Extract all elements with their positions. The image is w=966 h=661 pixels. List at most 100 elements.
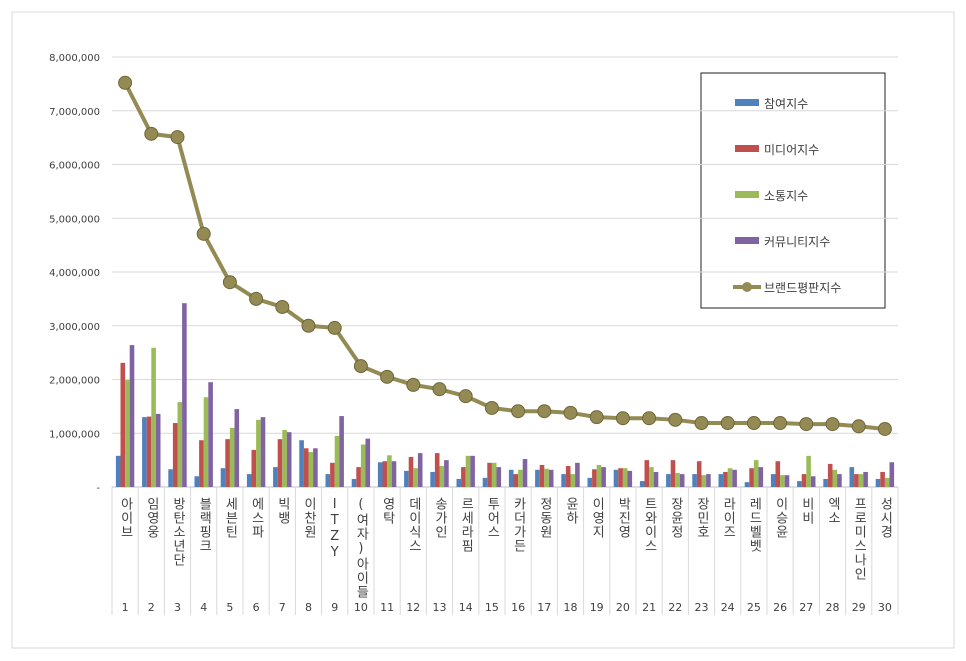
bar bbox=[837, 474, 842, 487]
y-tick-label: 4,000,000 bbox=[49, 268, 100, 279]
line-marker bbox=[118, 75, 133, 90]
rank-label: 1 bbox=[122, 601, 129, 614]
bar bbox=[334, 435, 340, 487]
rank-label: 10 bbox=[354, 601, 368, 614]
line-marker bbox=[222, 275, 237, 290]
bar bbox=[744, 482, 750, 487]
bar bbox=[461, 467, 466, 487]
y-tick-label: - bbox=[96, 483, 100, 494]
bar bbox=[142, 417, 147, 487]
line-marker bbox=[720, 416, 735, 431]
bar bbox=[810, 476, 816, 487]
line-marker bbox=[144, 126, 159, 141]
line-marker bbox=[589, 410, 604, 425]
bar bbox=[456, 478, 462, 487]
bar bbox=[470, 455, 475, 487]
bar bbox=[282, 430, 287, 487]
category-name: 에스파 bbox=[249, 497, 264, 539]
bar bbox=[539, 464, 545, 487]
category-name: 성시경 bbox=[877, 497, 892, 539]
rank-label: 16 bbox=[511, 601, 525, 614]
y-tick-label: 2,000,000 bbox=[49, 376, 100, 387]
bar bbox=[146, 416, 152, 487]
line-marker bbox=[380, 369, 395, 384]
bar bbox=[670, 460, 676, 487]
bar bbox=[199, 440, 204, 487]
rank-label: 18 bbox=[564, 601, 578, 614]
rank-label: 24 bbox=[721, 601, 735, 614]
bar bbox=[570, 474, 576, 487]
line-marker bbox=[668, 412, 683, 427]
bar bbox=[832, 469, 838, 487]
bar bbox=[692, 474, 697, 487]
category-name: 프로미스나인 bbox=[851, 497, 866, 581]
bar bbox=[806, 455, 811, 487]
rank-label: 4 bbox=[200, 601, 207, 614]
bar bbox=[644, 460, 650, 487]
bar bbox=[491, 462, 497, 487]
bar bbox=[155, 413, 161, 487]
line-marker bbox=[642, 411, 657, 426]
bar bbox=[613, 469, 619, 487]
category-name: 데이식스 bbox=[406, 497, 421, 553]
bar bbox=[622, 468, 628, 487]
bar bbox=[535, 469, 540, 487]
rank-label: 20 bbox=[616, 601, 630, 614]
bar bbox=[177, 402, 183, 487]
bar bbox=[387, 455, 392, 487]
category-name: 이찬원 bbox=[301, 497, 316, 539]
category-name: (여자)아이들 bbox=[353, 497, 368, 599]
category-name: 카더가든 bbox=[511, 497, 526, 553]
line-marker bbox=[799, 417, 814, 432]
bar bbox=[365, 438, 371, 487]
y-tick-label: 7,000,000 bbox=[49, 107, 100, 118]
category-name: 송가인 bbox=[432, 497, 447, 539]
bar bbox=[592, 469, 597, 487]
bar bbox=[356, 467, 361, 487]
bar bbox=[256, 419, 261, 487]
legend-label: 소통지수 bbox=[764, 189, 808, 203]
bar bbox=[797, 481, 802, 487]
bar bbox=[753, 460, 759, 487]
line-marker bbox=[170, 130, 185, 145]
rank-label: 23 bbox=[695, 601, 709, 614]
y-tick-label: 6,000,000 bbox=[49, 161, 100, 172]
bar bbox=[706, 474, 711, 487]
line-marker bbox=[825, 417, 840, 432]
line-marker bbox=[432, 382, 447, 397]
category-name: 르세라핌 bbox=[458, 497, 473, 553]
bar bbox=[444, 460, 449, 487]
bar bbox=[596, 464, 602, 487]
rank-label: 14 bbox=[459, 601, 473, 614]
bar bbox=[246, 474, 252, 487]
rank-label: 3 bbox=[174, 601, 181, 614]
bar bbox=[229, 427, 235, 487]
bar bbox=[780, 475, 785, 487]
bar bbox=[115, 455, 121, 487]
bar bbox=[251, 449, 257, 487]
bar bbox=[125, 380, 130, 487]
bar bbox=[649, 467, 654, 487]
bar bbox=[770, 474, 776, 487]
legend-swatch bbox=[735, 191, 759, 198]
y-tick-label: 3,000,000 bbox=[49, 322, 100, 333]
line-marker bbox=[511, 404, 526, 419]
category-name: 블랙핑크 bbox=[196, 497, 211, 553]
rank-label: 15 bbox=[485, 601, 499, 614]
rank-label: 11 bbox=[380, 601, 394, 614]
bar bbox=[732, 469, 737, 487]
bar bbox=[330, 462, 335, 487]
bar bbox=[168, 469, 173, 487]
bar bbox=[701, 475, 707, 487]
legend-label: 커뮤니티지수 bbox=[764, 235, 830, 249]
bar bbox=[575, 462, 580, 487]
bar bbox=[482, 477, 488, 487]
category-name: 장민호 bbox=[694, 497, 709, 539]
line-marker bbox=[196, 226, 211, 241]
category-name: 트와이스 bbox=[642, 497, 657, 553]
bar bbox=[308, 452, 314, 487]
bar bbox=[325, 474, 331, 487]
bar bbox=[827, 463, 833, 487]
bar bbox=[666, 474, 671, 487]
rank-label: 7 bbox=[279, 601, 286, 614]
